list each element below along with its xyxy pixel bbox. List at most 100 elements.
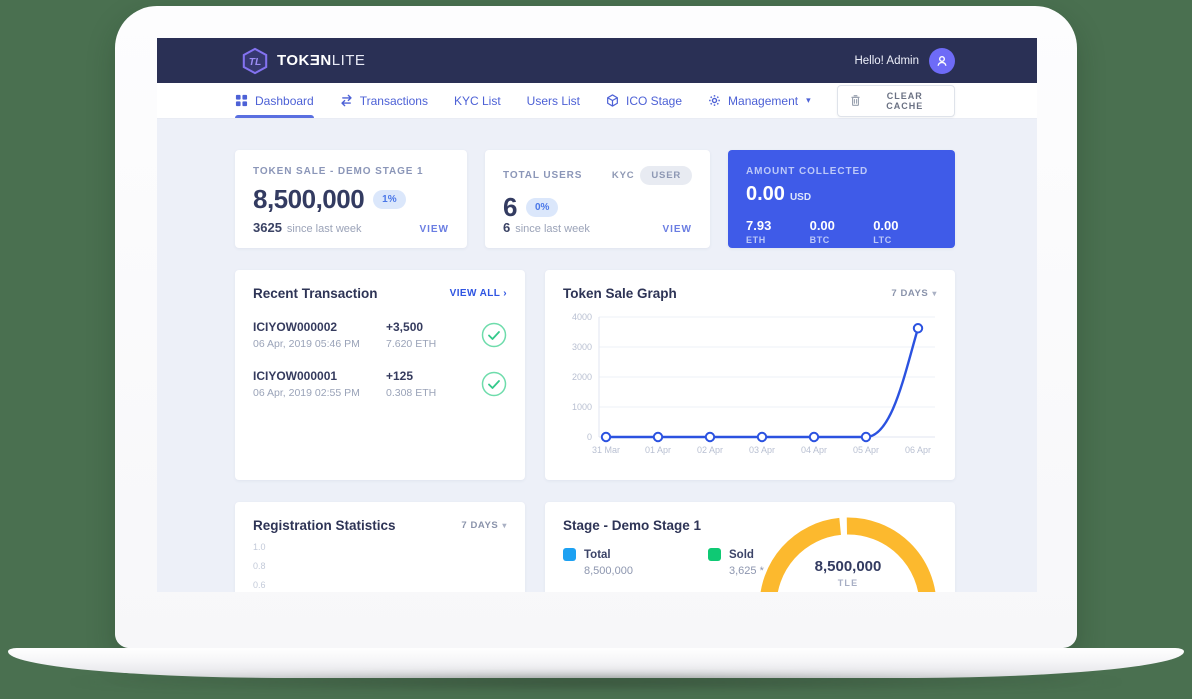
- stage-demo-card: Stage - Demo Stage 1 Total 8,500,000 Sol: [545, 502, 955, 592]
- amount-ltc-value: 0.00: [873, 218, 899, 233]
- total-users-value: 6: [503, 192, 517, 222]
- dashboard-screen: TL TOKƎNLITE Hello! Admin: [157, 38, 1037, 592]
- dashboard-content: TOKEN SALE - DEMO STAGE 1 8,500,000 1% 3…: [157, 119, 1037, 592]
- amount-btc: 0.00 BTC: [810, 218, 874, 245]
- recent-transactions-card: Recent Transaction VIEW ALL › ICIYOW0000…: [235, 270, 525, 480]
- token-sale-view-link[interactable]: VIEW: [419, 224, 449, 235]
- registration-statistics-title: Registration Statistics: [253, 518, 396, 533]
- amount-collected-card: AMOUNT COLLECTED 0.00 USD 7.93 ETH 0.00 …: [728, 150, 955, 248]
- donut-center-value: 8,500,000: [814, 558, 882, 575]
- nav-label-dashboard: Dashboard: [255, 93, 314, 108]
- transaction-amount: +125: [386, 369, 414, 383]
- total-users-card: TOTAL USERS KYC USER 6 0% 6 since last w…: [485, 150, 710, 248]
- recent-transactions-title: Recent Transaction: [253, 286, 378, 301]
- nav-item-kyc-list[interactable]: KYC List: [454, 83, 501, 118]
- registration-statistics-card: Registration Statistics 7 DAYS ▾ 1.0 0.8…: [235, 502, 525, 592]
- user-avatar[interactable]: [929, 47, 955, 74]
- amount-eth-label: ETH: [746, 235, 766, 245]
- nav-item-dashboard[interactable]: Dashboard: [235, 83, 314, 118]
- total-users-title: TOTAL USERS: [503, 170, 583, 181]
- total-users-delta-caption: since last week: [515, 223, 590, 235]
- legend-label: Sold: [729, 548, 754, 561]
- nav-item-transactions[interactable]: Transactions: [340, 83, 428, 118]
- axis-tick: 0.8: [253, 561, 266, 571]
- token-sale-percent-badge: 1%: [373, 190, 406, 209]
- token-sale-value: 8,500,000: [253, 184, 365, 214]
- nav-item-users-list[interactable]: Users List: [527, 83, 580, 118]
- user-greeting: Hello! Admin: [854, 54, 919, 67]
- legend-item-total: Total 8,500,000: [563, 548, 708, 577]
- chevron-down-icon: ▾: [806, 95, 811, 105]
- legend-label: Total: [584, 548, 611, 561]
- caret-down-icon: ▾: [502, 521, 507, 530]
- range-label: 7 DAYS: [461, 520, 499, 531]
- clear-cache-button[interactable]: CLEAR CACHE: [836, 84, 955, 117]
- amount-ltc: 0.00 LTC: [873, 218, 937, 245]
- amount-btc-label: BTC: [809, 235, 830, 245]
- svg-text:4000: 4000: [572, 312, 592, 322]
- swap-icon: [340, 94, 353, 107]
- view-all-link[interactable]: VIEW ALL ›: [449, 288, 507, 299]
- token-sale-title: TOKEN SALE - DEMO STAGE 1: [253, 166, 424, 177]
- total-users-delta: 6: [503, 220, 511, 235]
- amount-eth: 7.93 ETH: [746, 218, 810, 245]
- transaction-row[interactable]: ICIYOW000001 06 Apr, 2019 02:55 PM +125 …: [253, 369, 507, 399]
- token-sale-card: TOKEN SALE - DEMO STAGE 1 8,500,000 1% 3…: [235, 150, 467, 248]
- total-users-percent-badge: 0%: [525, 198, 559, 217]
- tokenlite-hexagon-logo-icon: TL: [241, 47, 269, 75]
- nav-label-ico-stage: ICO Stage: [626, 93, 683, 108]
- view-all-label: VIEW ALL: [449, 288, 501, 299]
- stage-demo-title: Stage - Demo Stage 1: [563, 518, 702, 533]
- brand-name-light: LITE: [331, 52, 366, 69]
- donut-center-text: 8,500,000 TLE: [758, 558, 938, 588]
- stage-donut-chart: [758, 516, 938, 592]
- token-sale-delta: 3625: [253, 220, 282, 235]
- transaction-row[interactable]: ICIYOW000002 06 Apr, 2019 05:46 PM +3,50…: [253, 320, 507, 350]
- svg-text:31 Mar: 31 Mar: [592, 445, 620, 455]
- svg-text:05 Apr: 05 Apr: [853, 445, 879, 455]
- clear-cache-label: CLEAR CACHE: [886, 90, 924, 111]
- brand-name-bold: TOKƎN: [277, 52, 332, 69]
- toggle-user[interactable]: USER: [640, 166, 692, 185]
- svg-text:03 Apr: 03 Apr: [749, 445, 775, 455]
- svg-text:2000: 2000: [572, 372, 592, 382]
- nav-item-management[interactable]: Management ▾: [708, 83, 811, 118]
- range-label: 7 DAYS: [891, 288, 929, 299]
- transaction-eth: 0.308 ETH: [386, 387, 437, 399]
- grid-icon: [235, 94, 248, 107]
- svg-text:04 Apr: 04 Apr: [801, 445, 827, 455]
- nav-label-transactions: Transactions: [359, 93, 428, 108]
- laptop-base: [8, 648, 1184, 678]
- kyc-user-toggle: KYC USER: [612, 166, 692, 185]
- toggle-kyc[interactable]: KYC: [611, 170, 635, 181]
- svg-text:1000: 1000: [572, 402, 592, 412]
- transaction-date: 06 Apr, 2019 05:46 PM: [253, 338, 360, 350]
- transaction-date: 06 Apr, 2019 02:55 PM: [253, 387, 360, 399]
- token-sale-graph-card: Token Sale Graph 7 DAYS ▾ 4000 3000 2000 10…: [545, 270, 955, 480]
- range-dropdown-7days[interactable]: 7 DAYS ▾: [891, 288, 937, 299]
- stage-legend: Total 8,500,000 Sold 3,625 *: [563, 548, 937, 592]
- svg-text:3000: 3000: [572, 342, 592, 352]
- brand-logo[interactable]: TL TOKƎNLITE: [241, 47, 365, 75]
- top-navbar: TL TOKƎNLITE Hello! Admin: [157, 38, 1037, 83]
- svg-text:0: 0: [587, 432, 592, 442]
- donut-center-unit: TLE: [837, 578, 859, 588]
- caret-down-icon: ▾: [932, 289, 937, 298]
- svg-text:02 Apr: 02 Apr: [697, 445, 723, 455]
- amount-eth-value: 7.93: [746, 218, 772, 233]
- transaction-id: ICIYOW000002: [253, 320, 338, 334]
- total-users-view-link[interactable]: VIEW: [662, 224, 692, 235]
- legend-value: 8,500,000: [584, 565, 633, 577]
- transaction-amount: +3,500: [386, 320, 424, 334]
- laptop-mockup: TL TOKƎNLITE Hello! Admin: [115, 6, 1077, 648]
- nav-label-users-list: Users List: [526, 93, 580, 108]
- range-dropdown-7days[interactable]: 7 DAYS ▾: [461, 520, 507, 531]
- amount-usd-value: 0.00: [746, 183, 785, 205]
- person-icon: [935, 54, 949, 68]
- transaction-id: ICIYOW000001: [253, 369, 338, 383]
- legend-value: 3,625 *: [729, 565, 764, 577]
- svg-text:06 Apr: 06 Apr: [905, 445, 931, 455]
- check-circle-icon: [481, 322, 507, 348]
- transaction-eth: 7.620 ETH: [386, 338, 437, 350]
- nav-item-ico-stage[interactable]: ICO Stage: [606, 83, 682, 118]
